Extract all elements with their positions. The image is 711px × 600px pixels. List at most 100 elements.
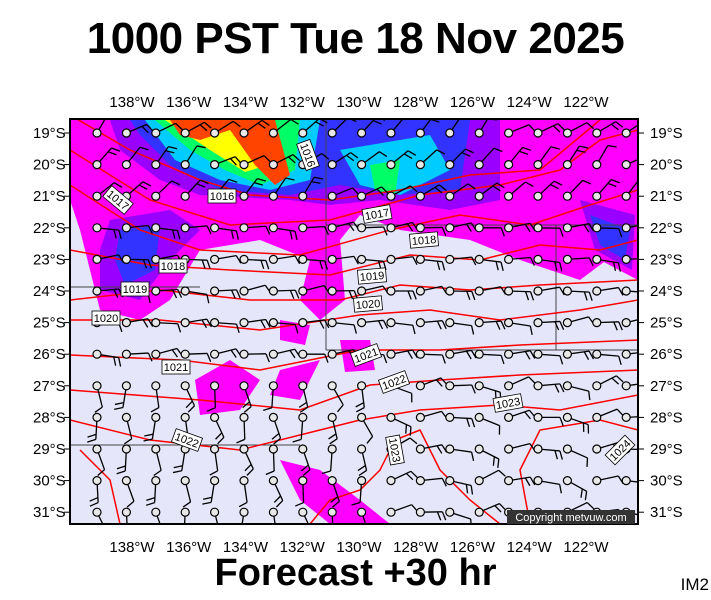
map-frame <box>69 118 639 525</box>
station-marker <box>445 476 455 486</box>
station-marker <box>415 381 425 391</box>
wind-barb <box>592 318 623 331</box>
station-marker <box>92 286 102 296</box>
station-marker <box>121 381 132 391</box>
station-marker <box>268 412 278 422</box>
wind-barb <box>151 286 183 299</box>
station-marker <box>92 412 102 422</box>
station-marker <box>298 349 308 359</box>
station-marker <box>268 286 278 296</box>
station-marker <box>562 191 573 201</box>
longitude-label-bottom: 134°W <box>223 539 269 556</box>
station-marker <box>92 223 102 233</box>
precipitation-layer <box>70 120 638 524</box>
station-marker <box>445 254 455 264</box>
wind-barb <box>121 254 153 269</box>
station-marker <box>210 412 220 422</box>
station-marker <box>592 349 602 359</box>
longitude-label-top: 130°W <box>336 94 382 111</box>
wind-barb <box>562 444 589 467</box>
station-marker <box>327 223 337 233</box>
station-marker <box>621 191 631 201</box>
wind-barb <box>533 123 565 138</box>
wind-barb <box>89 476 102 507</box>
wind-barb <box>533 286 565 296</box>
latitude-label-right: 26°S <box>650 346 683 363</box>
wind-barb <box>474 469 506 486</box>
latitude-label-right: 24°S <box>650 283 683 300</box>
wind-barb <box>268 223 298 241</box>
isobar-label: 1023 <box>492 393 524 413</box>
wind-barb <box>562 286 593 301</box>
station-marker <box>121 444 132 454</box>
wind-barb <box>210 318 240 333</box>
station-marker <box>327 381 337 391</box>
station-marker <box>474 349 484 359</box>
wind-barb <box>533 444 563 460</box>
wind-barb <box>533 223 564 237</box>
wind-barb <box>298 176 324 201</box>
station-marker <box>474 286 484 296</box>
map-title: 1000 PST Tue 18 Nov 2025 <box>86 14 625 63</box>
station-marker <box>621 223 631 233</box>
station-marker <box>298 286 308 296</box>
station-marker <box>239 286 249 296</box>
station-marker <box>386 286 396 296</box>
station-marker <box>386 507 396 517</box>
wind-barb <box>386 412 412 436</box>
station-marker <box>327 128 337 138</box>
station-marker <box>621 254 631 264</box>
wind-barb <box>445 476 474 495</box>
wind-barb <box>592 349 622 365</box>
station-marker <box>533 318 543 328</box>
wind-barb <box>592 178 620 201</box>
station-marker <box>445 286 455 296</box>
station-marker <box>268 444 278 454</box>
wind-barb <box>533 349 564 365</box>
isobar-line <box>79 449 121 524</box>
station-marker <box>239 444 249 454</box>
station-marker <box>151 160 161 170</box>
station-marker <box>533 254 543 264</box>
wind-barb <box>445 286 476 301</box>
wind-barb <box>533 254 563 272</box>
station-marker <box>415 191 425 201</box>
latitude-label-left: 31°S <box>33 504 66 521</box>
station-marker <box>268 476 278 486</box>
wind-barb <box>357 318 389 330</box>
wind-barb <box>327 412 338 445</box>
wind-barb <box>180 179 209 201</box>
wind-barb <box>239 119 270 138</box>
station-marker <box>386 223 396 233</box>
station-marker <box>621 476 631 486</box>
station-marker <box>415 128 425 138</box>
isobar-line <box>519 419 638 524</box>
wind-barb <box>321 444 337 475</box>
station-marker <box>92 444 102 454</box>
wind-barb <box>151 507 161 524</box>
wind-barb <box>533 412 564 427</box>
wind-barb <box>180 476 192 508</box>
station-marker <box>533 286 543 296</box>
station-marker <box>415 476 425 486</box>
wind-barb <box>592 408 624 422</box>
station-marker <box>327 318 337 328</box>
station-marker <box>92 507 102 517</box>
station-marker <box>210 128 220 138</box>
station-marker <box>92 476 102 486</box>
wind-barb <box>415 184 447 201</box>
wind-barb <box>504 124 536 138</box>
wind-barb <box>327 476 340 508</box>
wind-barb <box>239 349 270 363</box>
wind-barb <box>121 412 133 445</box>
wind-barb <box>474 349 505 365</box>
station-marker <box>210 349 220 359</box>
wind-barb <box>180 349 212 362</box>
station-marker <box>210 286 220 296</box>
wind-barb <box>92 349 122 367</box>
station-marker <box>210 444 220 454</box>
station-marker <box>415 223 425 233</box>
station-marker <box>151 223 161 233</box>
copyright-box: Copyright metvuw.com <box>507 510 635 524</box>
station-marker <box>239 412 249 422</box>
